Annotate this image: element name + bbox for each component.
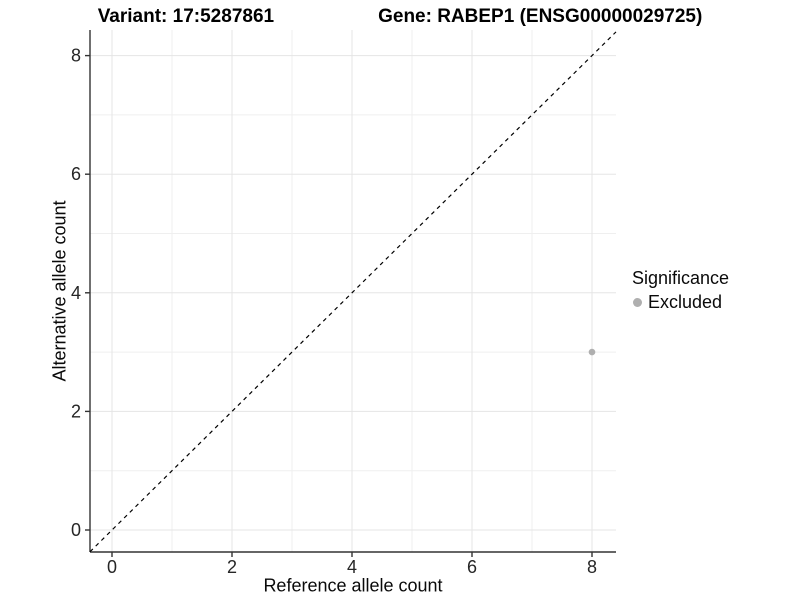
plot-title-row: Variant: 17:5287861 Gene: RABEP1 (ENSG00… [0, 6, 800, 28]
circle-icon [633, 298, 642, 307]
legend-title: Significance [632, 268, 730, 288]
y-axis-title: Alternative allele count [49, 200, 70, 382]
y-tick-label: 6 [71, 164, 81, 184]
identity-line [89, 31, 617, 553]
plot-title-variant: Variant: 17:5287861 [97, 6, 275, 27]
y-tick-label: 2 [71, 401, 81, 421]
legend-item-label: Excluded [648, 292, 723, 312]
y-tick-label: 0 [71, 520, 81, 540]
x-tick-label: 4 [347, 557, 357, 577]
plot-title-gene: Gene: RABEP1 (ENSG00000029725) [378, 6, 703, 27]
data-point [588, 348, 596, 356]
x-tick-label: 0 [107, 557, 117, 577]
y-tick-label: 8 [71, 46, 81, 66]
x-tick-label: 6 [467, 557, 477, 577]
x-tick-label: 2 [227, 557, 237, 577]
x-axis-title: Reference allele count [263, 575, 443, 596]
y-tick-label: 4 [71, 283, 81, 303]
legend-item-excluded: Excluded [630, 292, 729, 313]
legend: Significance Excluded [630, 268, 729, 313]
x-tick-label: 8 [587, 557, 597, 577]
